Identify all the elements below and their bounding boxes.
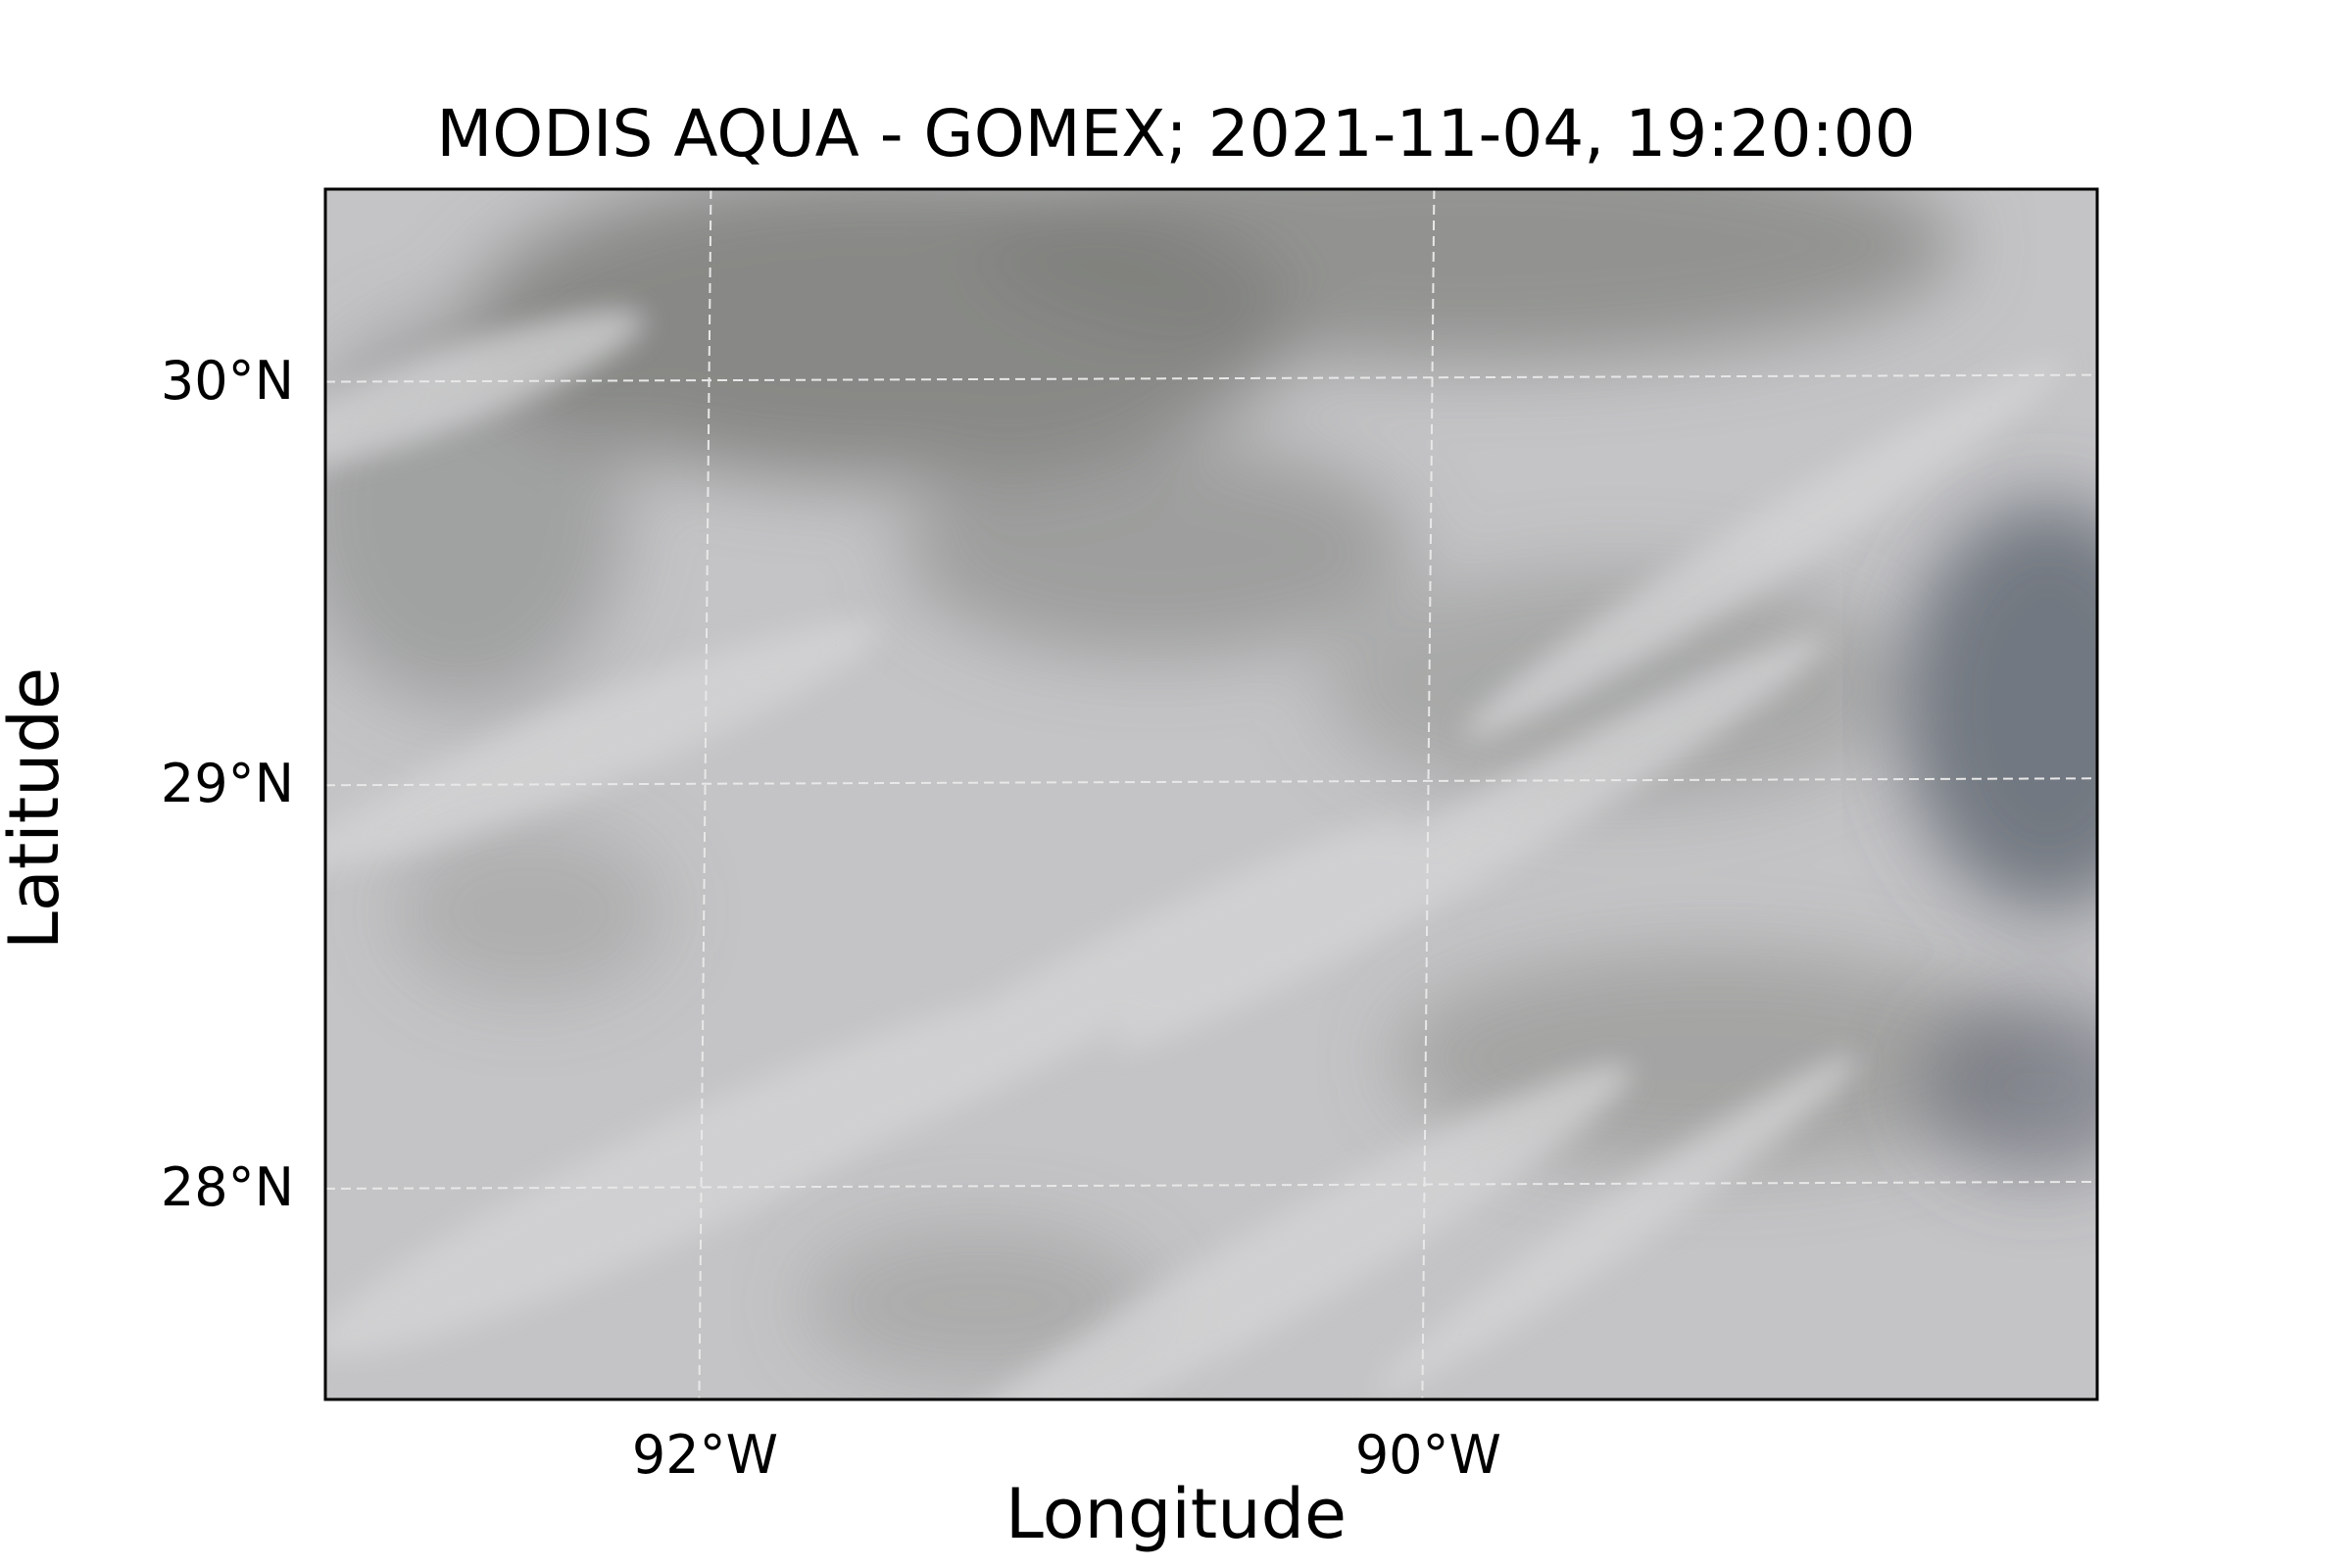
y-tick-label: 30°N [160, 349, 294, 412]
y-tick-label: 29°N [160, 753, 294, 815]
x-tick-label: 90°W [1354, 1424, 1501, 1486]
meridian-gridline [698, 189, 712, 1399]
map-frame [323, 187, 2099, 1401]
x-axis-label: Longitude [1004, 1474, 1348, 1554]
satellite-imagery [325, 189, 2097, 1399]
parallel-gridline [325, 1180, 2097, 1190]
parallel-gridline [325, 777, 2097, 787]
y-axis-label: Latitude [0, 666, 74, 951]
parallel-gridline [325, 373, 2097, 383]
y-tick-label: 28°N [160, 1155, 294, 1218]
meridian-gridline [1421, 189, 1436, 1399]
x-tick-label: 92°W [631, 1424, 778, 1486]
graticule [325, 189, 2097, 1399]
map-title: MODIS AQUA - GOMEX; 2021-11-04, 19:20:00 [436, 96, 1916, 172]
